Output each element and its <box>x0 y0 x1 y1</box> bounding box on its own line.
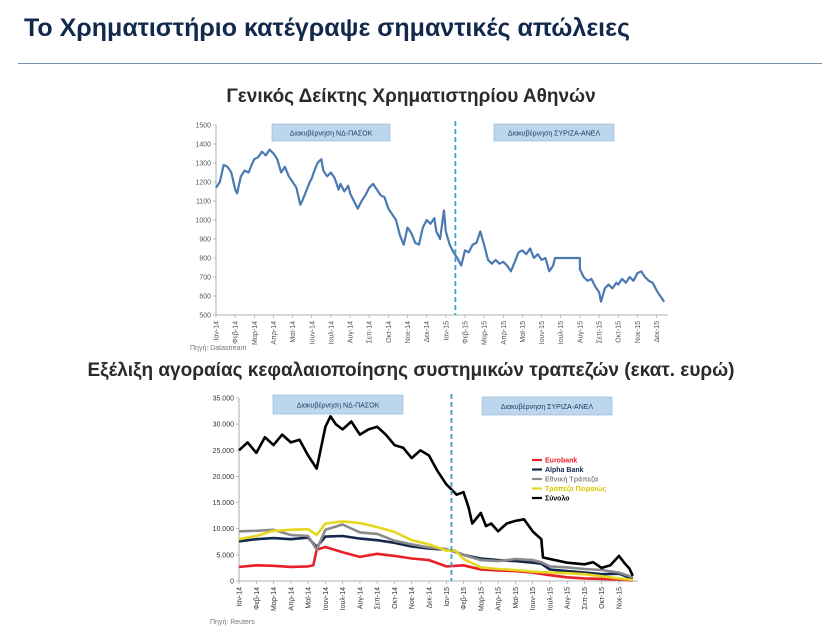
x-tick-label: Αυγ-14 <box>357 587 364 609</box>
series-line-Σύνολο <box>238 415 634 577</box>
series-line-Εθνική Τράπεζα <box>238 523 634 579</box>
series-line-index <box>215 148 666 303</box>
y-tick-label: 10.000 <box>213 526 235 533</box>
series-line-Eurobank <box>238 545 633 582</box>
y-tick-label: 1100 <box>196 199 211 206</box>
annotation-box <box>271 123 391 142</box>
y-tick-label: 800 <box>199 256 211 263</box>
series-line-Τράπεζα Πειραιώς <box>238 520 633 582</box>
x-tick-label: Σεπ-15 <box>582 587 589 610</box>
y-tick-label: 25.000 <box>213 448 235 455</box>
legend-label: Τράπεζα Πειραιώς <box>545 486 606 493</box>
y-tick-label: 35.000 <box>213 396 235 403</box>
source-note: Πηγή: Reuters <box>210 619 255 626</box>
x-tick-label: Φεβ-15 <box>462 321 469 344</box>
x-tick-label: Ιουλ-14 <box>340 587 347 610</box>
x-tick-label: Μαϊ-15 <box>520 321 527 343</box>
annotation-box <box>481 396 613 416</box>
x-tick-label: Νοε-14 <box>405 321 412 343</box>
x-tick-label: Νοε-15 <box>635 321 642 343</box>
y-tick-label: 600 <box>199 294 211 301</box>
x-tick-label: Αυγ-14 <box>348 321 355 343</box>
annotation-label: Διακυβέρνηση ΣΥΡΙΖΑ-ΑΝΕΛ <box>508 130 601 138</box>
y-tick-label: 1400 <box>195 142 211 149</box>
y-tick-label: 500 <box>199 313 211 320</box>
x-tick-label: Αυγ-15 <box>565 587 572 609</box>
title-divider <box>18 63 822 64</box>
chart-1: 150014001300120011001000900800700600500Ι… <box>190 121 668 352</box>
x-tick-label: Οκτ-14 <box>392 587 399 609</box>
x-tick-label: Δεκ-14 <box>427 587 434 609</box>
x-tick-label: Μαρ-14 <box>252 321 259 345</box>
x-tick-label: Ιουλ-15 <box>547 587 554 610</box>
x-tick-label: Ιαν-15 <box>443 321 450 341</box>
annotation-label: Διακυβέρνηση ΣΥΡΙΖΑ-ΑΝΕΛ <box>501 403 594 411</box>
page-title: Το Χρηματιστήριο κατέγραψε σημαντικές απ… <box>24 14 630 42</box>
legend-label: Eurobank <box>545 458 577 465</box>
chart-2: 35.000 30.000 25.000 20.000 15.000 10.000 5.00… <box>210 394 638 626</box>
annotation-box <box>493 123 615 142</box>
y-tick-label: 700 <box>199 275 211 282</box>
x-tick-label: Οκτ-14 <box>386 321 393 343</box>
legend-label: Alpha Bank <box>545 467 584 474</box>
x-tick-label: Μαρ-15 <box>478 587 485 611</box>
x-tick-label: Αυγ-15 <box>577 321 584 343</box>
chart2-title: Εξέλιξη αγοραίας κεφαλαιοποίησης συστημι… <box>87 360 735 381</box>
x-tick-label: Ιουν-14 <box>309 321 316 344</box>
x-tick-label: Ιουν-15 <box>530 587 537 610</box>
y-tick-label: 1300 <box>195 161 211 168</box>
chart1-title: Γενικός Δείκτης Χρηματιστηρίου Αθηνών <box>226 86 596 107</box>
x-tick-label: Ιουλ-14 <box>328 321 335 344</box>
legend-label: Εθνική Τράπεζα <box>545 477 599 484</box>
x-tick-label: Φεβ-14 <box>254 587 261 610</box>
y-tick-label: 20.000 <box>213 474 235 481</box>
y-tick-label: 1200 <box>195 180 211 187</box>
x-tick-label: Οκτ-15 <box>616 321 623 343</box>
x-tick-label: Νοε-14 <box>409 587 416 609</box>
x-tick-label: Νοε-15 <box>617 587 624 609</box>
x-tick-label: Απρ-14 <box>271 321 278 345</box>
x-tick-label: Απρ-15 <box>496 587 503 611</box>
x-tick-label: Απρ-15 <box>501 321 508 345</box>
x-tick-label: Ιαν-14 <box>237 587 244 607</box>
y-tick-label: 0 <box>230 579 234 586</box>
x-tick-label: Δεκ-14 <box>424 321 431 343</box>
x-tick-label: Ιουν-14 <box>323 587 330 610</box>
x-tick-label: Ιουλ-15 <box>558 321 565 344</box>
x-tick-label: Σεπ-15 <box>597 321 604 344</box>
y-tick-label: 1000 <box>195 218 211 225</box>
y-tick-label: 5.000 <box>216 552 234 559</box>
annotation-label: Διακυβέρνηση ΝΔ-ΠΑΣΟΚ <box>297 402 380 410</box>
annotation-label: Διακυβέρνηση ΝΔ-ΠΑΣΟΚ <box>290 130 373 138</box>
legend-label: Σύνολο <box>545 495 570 503</box>
x-tick-label: Μαρ-15 <box>482 321 489 345</box>
y-tick-label: 1500 <box>195 123 211 130</box>
x-tick-label: Μαϊ-14 <box>306 587 313 609</box>
x-tick-label: Ιουν-15 <box>539 321 546 344</box>
x-tick-label: Μαϊ-14 <box>290 321 297 343</box>
x-tick-label: Φεβ-15 <box>461 587 468 610</box>
x-tick-label: Ιαν-15 <box>444 587 451 607</box>
x-tick-label: Ιαν-14 <box>214 321 221 341</box>
x-tick-label: Μαϊ-15 <box>513 587 520 609</box>
x-tick-label: Απρ-14 <box>288 587 295 611</box>
x-tick-label: Δεκ-15 <box>654 321 661 343</box>
annotation-box <box>272 394 404 415</box>
y-tick-label: 30.000 <box>213 422 235 429</box>
x-tick-label: Σεπ-14 <box>367 321 374 344</box>
x-tick-label: Φεβ-14 <box>233 321 240 344</box>
y-tick-label: 15.000 <box>213 500 235 507</box>
x-tick-label: Οκτ-15 <box>599 587 606 609</box>
y-tick-label: 900 <box>199 237 211 244</box>
x-tick-label: Μαρ-14 <box>271 587 278 611</box>
x-tick-label: Σεπ-14 <box>375 587 382 610</box>
source-note: Πηγή: Datastream <box>190 345 247 352</box>
